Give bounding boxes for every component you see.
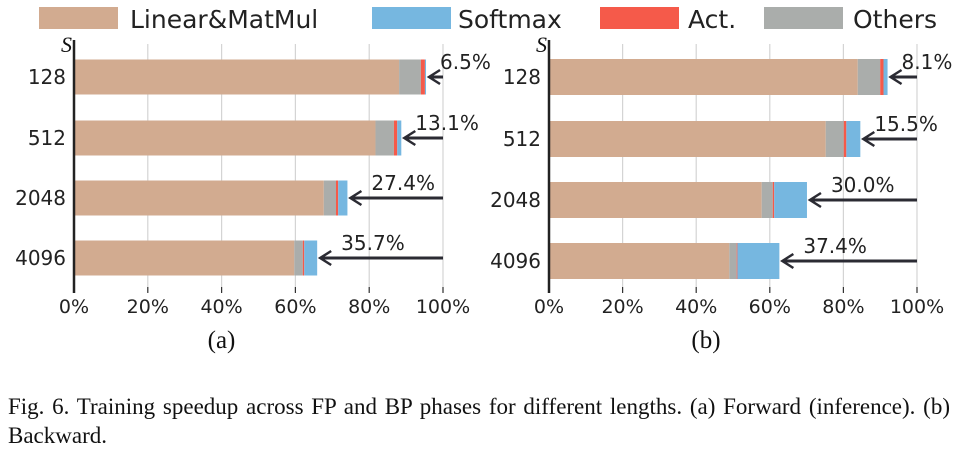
x-tick-label-1-2: 40% bbox=[675, 296, 717, 318]
x-tick-label-0-1: 20% bbox=[127, 296, 169, 318]
y-tick-label-512: 512 bbox=[503, 127, 541, 151]
x-tick-label-1-0: 0% bbox=[534, 296, 564, 318]
bar-linearmatmul-2048 bbox=[74, 180, 324, 216]
arrow-head-512 bbox=[401, 129, 416, 147]
bar-others-2048 bbox=[761, 182, 773, 218]
bar-linearmatmul-128 bbox=[74, 59, 400, 95]
speedup-label-512: 13.1% bbox=[415, 111, 479, 135]
speedup-label-128: 8.1% bbox=[902, 50, 953, 74]
bar-others-4096 bbox=[729, 243, 737, 279]
legend-swatch-3 bbox=[764, 7, 843, 29]
bar-linearmatmul-128 bbox=[549, 59, 858, 95]
y-axis-label-1: S bbox=[536, 32, 547, 57]
bar-softmax-512 bbox=[397, 120, 402, 156]
bar-act-128 bbox=[880, 59, 884, 95]
arrow-head-2048 bbox=[348, 189, 363, 207]
x-tick-label-1-1: 20% bbox=[601, 296, 643, 318]
legend-label-3: Others bbox=[853, 5, 937, 34]
x-tick-label-0-0: 0% bbox=[59, 296, 89, 318]
speedup-label-4096: 35.7% bbox=[341, 231, 405, 255]
bar-act-512 bbox=[393, 120, 398, 156]
arrow-head-128 bbox=[888, 68, 903, 86]
y-tick-label-512: 512 bbox=[28, 126, 66, 150]
bar-others-512 bbox=[825, 121, 844, 157]
bar-softmax-2048 bbox=[774, 182, 807, 218]
legend-swatch-2 bbox=[600, 7, 679, 29]
panel-label-1: (b) bbox=[691, 327, 720, 354]
y-tick-label-4096: 4096 bbox=[490, 249, 541, 273]
x-tick-label-0-4: 80% bbox=[348, 296, 390, 318]
arrow-head-128 bbox=[426, 68, 441, 86]
speedup-label-2048: 27.4% bbox=[371, 171, 435, 195]
bar-softmax-512 bbox=[846, 121, 861, 157]
bar-act-2048 bbox=[335, 180, 339, 216]
bar-softmax-4096 bbox=[304, 240, 318, 276]
bar-act-2048 bbox=[772, 182, 775, 218]
speedup-label-2048: 30.0% bbox=[831, 173, 895, 197]
arrow-head-2048 bbox=[807, 191, 822, 209]
bar-softmax-4096 bbox=[737, 243, 780, 279]
x-tick-label-1-4: 80% bbox=[822, 296, 864, 318]
y-tick-label-2048: 2048 bbox=[15, 186, 66, 210]
arrow-head-512 bbox=[860, 130, 875, 148]
legend-label-2: Act. bbox=[688, 5, 736, 34]
bar-others-512 bbox=[375, 120, 394, 156]
y-tick-label-128: 128 bbox=[503, 65, 541, 89]
panel-label-0: (a) bbox=[208, 327, 236, 354]
bar-linearmatmul-512 bbox=[74, 120, 376, 156]
speedup-label-128: 6.5% bbox=[440, 50, 491, 74]
bar-act-4096 bbox=[302, 240, 305, 276]
bar-act-512 bbox=[843, 121, 847, 157]
x-tick-label-1-5: 100% bbox=[890, 296, 944, 318]
speedup-label-512: 15.5% bbox=[874, 112, 938, 136]
y-axis-label-0: S bbox=[61, 32, 72, 57]
bar-softmax-128 bbox=[424, 59, 427, 95]
bar-linearmatmul-4096 bbox=[74, 240, 295, 276]
legend-label-0: Linear&MatMul bbox=[130, 5, 318, 34]
arrow-head-4096 bbox=[317, 249, 332, 267]
bar-others-4096 bbox=[294, 240, 303, 276]
x-tick-label-1-3: 60% bbox=[749, 296, 791, 318]
y-tick-label-128: 128 bbox=[28, 65, 66, 89]
bar-linearmatmul-2048 bbox=[549, 182, 762, 218]
legend-label-1: Softmax bbox=[458, 5, 562, 34]
arrow-head-4096 bbox=[780, 252, 795, 270]
bar-act-4096 bbox=[736, 243, 738, 279]
bar-softmax-128 bbox=[883, 59, 888, 95]
bar-linearmatmul-4096 bbox=[549, 243, 730, 279]
figure-caption: Fig. 6. Training speedup across FP and B… bbox=[8, 394, 950, 448]
bar-others-128 bbox=[857, 59, 881, 95]
x-tick-label-0-3: 60% bbox=[274, 296, 316, 318]
x-tick-label-0-2: 40% bbox=[200, 296, 242, 318]
bar-softmax-2048 bbox=[338, 180, 348, 216]
x-tick-label-0-5: 100% bbox=[416, 296, 470, 318]
bar-linearmatmul-512 bbox=[549, 121, 826, 157]
legend-swatch-1 bbox=[372, 7, 451, 29]
bar-others-2048 bbox=[323, 180, 336, 216]
bar-act-128 bbox=[420, 59, 425, 95]
y-tick-label-2048: 2048 bbox=[490, 188, 541, 212]
bar-others-128 bbox=[399, 59, 421, 95]
y-tick-label-4096: 4096 bbox=[15, 246, 66, 270]
speedup-label-4096: 37.4% bbox=[803, 234, 867, 258]
legend-swatch-0 bbox=[39, 7, 118, 29]
